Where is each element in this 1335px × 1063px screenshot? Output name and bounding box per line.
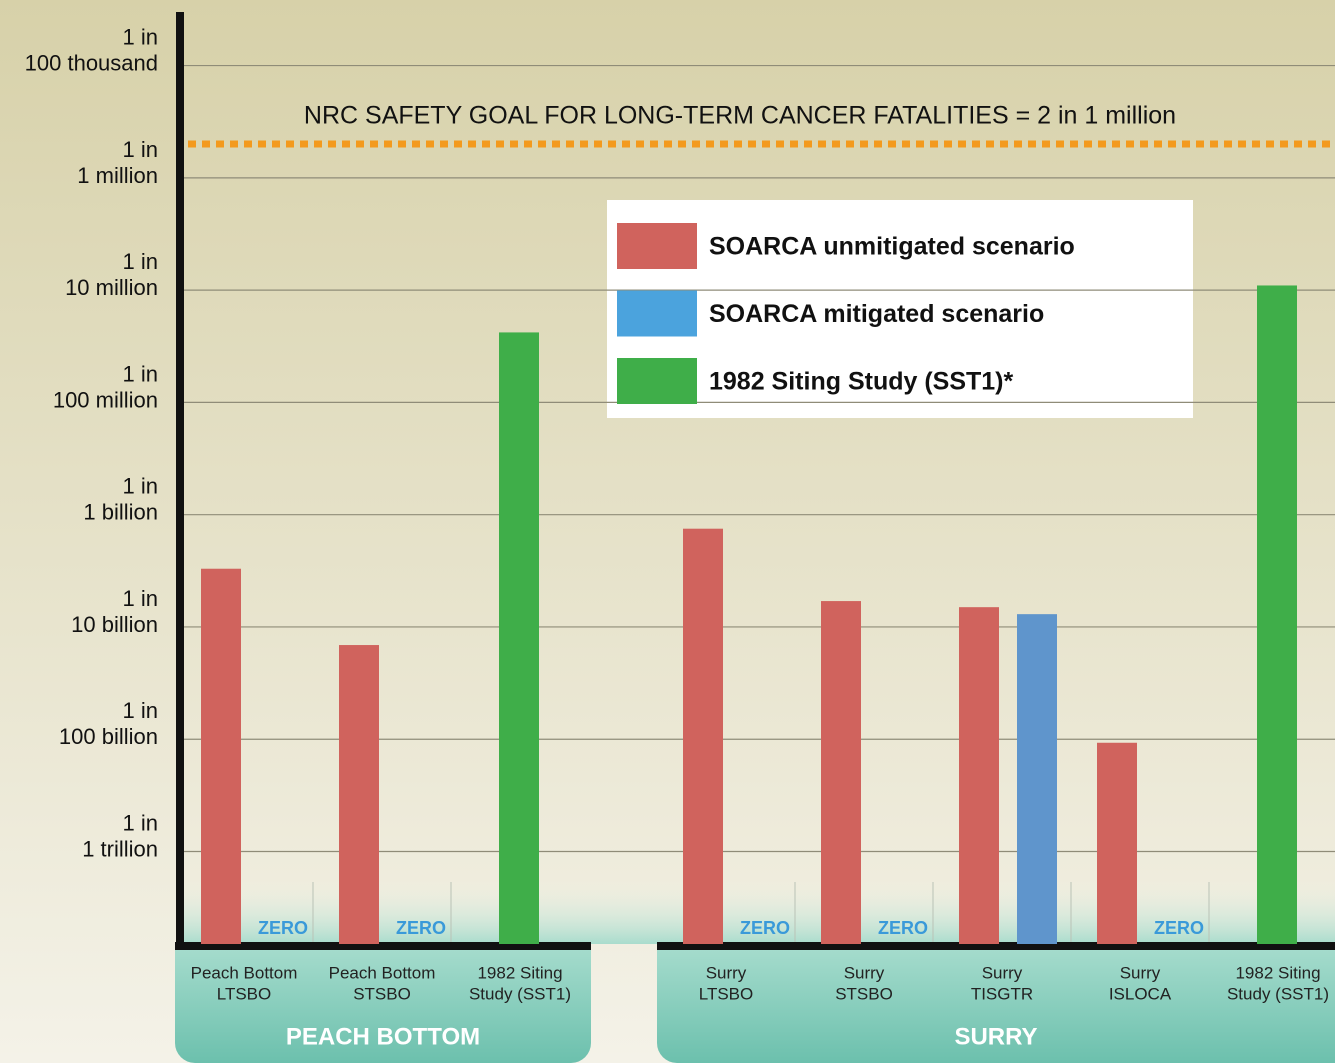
- y-tick-label: 1 in 1 billion: [83, 473, 158, 524]
- x-tick-label: Surry LTSBO: [699, 964, 753, 1004]
- x-tick-label: Surry STSBO: [835, 964, 893, 1004]
- legend-swatch: [617, 290, 697, 337]
- x-tick-label: Surry TISGTR: [971, 964, 1033, 1004]
- bar: [959, 607, 999, 944]
- x-tick-label: Peach Bottom LTSBO: [191, 964, 298, 1004]
- goal-label: NRC SAFETY GOAL FOR LONG-TERM CANCER FAT…: [304, 102, 1176, 130]
- x-tick-label: Peach Bottom STSBO: [329, 964, 436, 1004]
- group-panel: [175, 946, 591, 1063]
- value-label: ZERO: [878, 918, 928, 938]
- y-tick-label: 1 in 100 million: [53, 361, 158, 412]
- y-tick-label: 1 in 1 trillion: [82, 810, 158, 861]
- bar: [683, 528, 723, 944]
- bar: [201, 568, 241, 944]
- y-tick-label: 1 in 100 thousand: [25, 24, 158, 75]
- value-label: ZERO: [258, 918, 308, 938]
- x-tick-label: 1982 Siting Study (SST1): [1227, 964, 1329, 1004]
- x-tick-label: Surry ISLOCA: [1109, 964, 1172, 1004]
- group-panel: [657, 946, 1335, 1063]
- bar: [821, 601, 861, 944]
- bar: [1017, 614, 1057, 944]
- y-tick-label: 1 in 10 billion: [71, 586, 158, 637]
- legend-label: SOARCA unmitigated scenario: [709, 233, 1075, 261]
- bar: [1257, 285, 1297, 944]
- value-label: ZERO: [740, 918, 790, 938]
- legend: [607, 200, 1193, 418]
- bar: [499, 332, 539, 944]
- group-label: SURRY: [954, 1023, 1037, 1050]
- bar: [1097, 742, 1137, 944]
- x-tick-label: 1982 Siting Study (SST1): [469, 964, 571, 1004]
- value-label: ZERO: [1154, 918, 1204, 938]
- group-label: PEACH BOTTOM: [286, 1023, 480, 1050]
- legend-label: 1982 Siting Study (SST1)*: [709, 368, 1014, 396]
- legend-swatch: [617, 358, 697, 404]
- bar: [339, 645, 379, 944]
- y-tick-label: 1 in 1 million: [77, 137, 158, 188]
- legend-swatch: [617, 223, 697, 269]
- y-tick-label: 1 in 100 billion: [59, 698, 158, 749]
- legend-label: SOARCA mitigated scenario: [709, 300, 1044, 328]
- value-label: ZERO: [396, 918, 446, 938]
- y-tick-label: 1 in 10 million: [65, 249, 158, 300]
